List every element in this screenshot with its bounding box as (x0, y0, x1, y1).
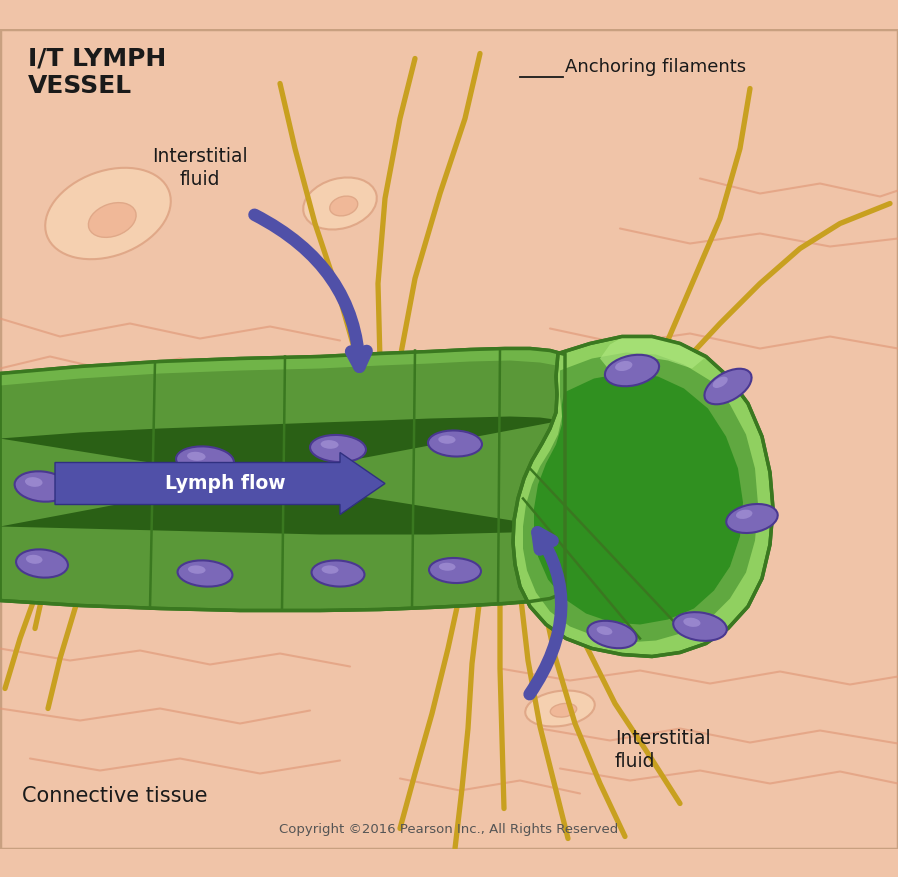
Ellipse shape (429, 558, 481, 583)
Ellipse shape (178, 560, 233, 587)
Ellipse shape (674, 612, 726, 641)
Ellipse shape (14, 471, 69, 502)
Ellipse shape (683, 617, 700, 627)
Ellipse shape (321, 566, 339, 574)
Text: Anchoring filaments: Anchoring filaments (565, 58, 746, 75)
Text: I/T LYMPH
VESSEL: I/T LYMPH VESSEL (28, 46, 166, 98)
Text: Interstitial
fluid: Interstitial fluid (615, 729, 710, 771)
Ellipse shape (713, 376, 727, 388)
Polygon shape (534, 373, 743, 624)
Ellipse shape (525, 690, 594, 726)
Ellipse shape (16, 549, 68, 578)
Ellipse shape (704, 368, 752, 404)
Ellipse shape (428, 431, 482, 457)
Polygon shape (523, 353, 758, 643)
Ellipse shape (25, 477, 42, 487)
Polygon shape (0, 348, 562, 386)
Text: Connective tissue: Connective tissue (22, 787, 207, 807)
Ellipse shape (312, 560, 365, 587)
Polygon shape (600, 337, 704, 368)
Ellipse shape (587, 621, 637, 648)
Ellipse shape (176, 446, 234, 474)
Polygon shape (0, 417, 562, 534)
Ellipse shape (439, 563, 455, 571)
Text: Copyright ©2016 Pearson Inc., All Rights Reserved: Copyright ©2016 Pearson Inc., All Rights… (279, 824, 619, 837)
Ellipse shape (596, 626, 612, 635)
Ellipse shape (438, 436, 455, 444)
Ellipse shape (605, 355, 659, 386)
Ellipse shape (188, 566, 206, 574)
Text: Lymph flow: Lymph flow (164, 474, 286, 493)
Ellipse shape (310, 435, 366, 462)
Ellipse shape (45, 168, 171, 260)
Ellipse shape (330, 196, 357, 216)
Ellipse shape (88, 203, 136, 238)
Ellipse shape (615, 361, 632, 371)
Ellipse shape (550, 703, 577, 717)
Polygon shape (513, 337, 773, 657)
Text: Interstitial
fluid: Interstitial fluid (152, 146, 248, 189)
Ellipse shape (304, 177, 377, 230)
Ellipse shape (26, 555, 42, 564)
Ellipse shape (726, 504, 778, 533)
Ellipse shape (187, 452, 206, 460)
Ellipse shape (736, 510, 753, 519)
Polygon shape (0, 348, 565, 610)
FancyArrow shape (55, 453, 385, 515)
Ellipse shape (321, 440, 339, 449)
